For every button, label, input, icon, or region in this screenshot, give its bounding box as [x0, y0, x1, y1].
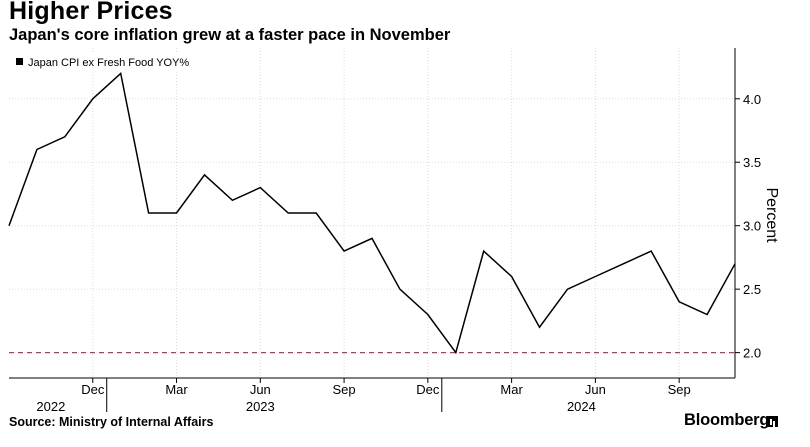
x-tick-label: Jun [250, 382, 271, 397]
x-year-label: 2022 [36, 399, 65, 414]
legend-swatch [16, 58, 23, 65]
bloomberg-terminal-icon [767, 416, 778, 427]
x-tick-label: Mar [500, 382, 523, 397]
y-tick-label: 3.0 [743, 219, 761, 234]
x-tick-label: Mar [165, 382, 188, 397]
source-note: Source: Ministry of Internal Affairs [9, 415, 214, 429]
chart-subtitle: Japan's core inflation grew at a faster … [9, 26, 451, 44]
y-axis-label: Percent [763, 187, 780, 243]
x-tick-label: Jun [585, 382, 606, 397]
legend-background [9, 52, 198, 72]
chart-title: Higher Prices [9, 0, 173, 25]
x-year-label: 2024 [567, 399, 596, 414]
legend-label: Japan CPI ex Fresh Food YOY% [28, 57, 189, 69]
x-tick-label: Dec [416, 382, 440, 397]
y-tick-label: 2.5 [743, 282, 761, 297]
x-tick-label: Sep [668, 382, 691, 397]
y-tick-label: 4.0 [743, 92, 761, 107]
y-tick-label: 2.0 [743, 346, 761, 361]
x-year-label: 2023 [246, 399, 275, 414]
bloomberg-logo: Bloomberg [684, 411, 770, 429]
x-tick-label: Dec [81, 382, 105, 397]
y-tick-label: 3.5 [743, 155, 761, 170]
series-line [8, 71, 736, 355]
x-tick-label: Sep [333, 382, 356, 397]
